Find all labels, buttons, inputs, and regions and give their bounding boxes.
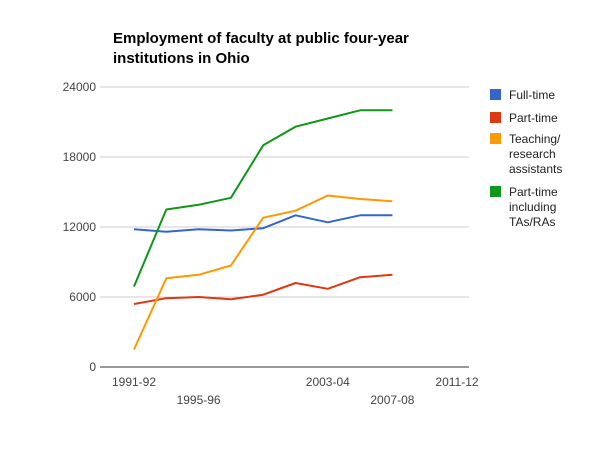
legend: Full-time Part-time Teaching/researchassis… xyxy=(490,88,562,229)
y-tick-label: 24000 xyxy=(63,80,97,94)
series-line-4 xyxy=(133,109,393,287)
chart-title-line-2: institutions in Ohio xyxy=(113,50,250,67)
legend-label-3: assistants xyxy=(509,162,562,176)
legend-label-4: including xyxy=(509,200,556,214)
series-lines xyxy=(133,109,393,350)
legend-label-3: research xyxy=(509,147,556,161)
legend-label-4: TAs/RAs xyxy=(509,215,555,229)
x-tick-label: 1991-92 xyxy=(112,375,156,389)
legend-label-1: Full-time xyxy=(509,88,555,102)
legend-swatch-2 xyxy=(490,112,501,123)
legend-swatch-4 xyxy=(490,186,501,197)
legend-label-3: Teaching/ xyxy=(509,132,561,146)
x-tick-label: 2003-04 xyxy=(306,375,350,389)
x-tick-label: 2011-12 xyxy=(435,375,478,389)
x-axis-tick-labels: 1991-92 2003-04 2011-12 1995-96 2007-08 xyxy=(112,375,479,407)
legend-swatch-3 xyxy=(490,133,501,144)
y-tick-label: 18000 xyxy=(63,150,97,164)
series-line-1 xyxy=(133,214,393,233)
chart-title-line-1: Employment of faculty at public four-yea… xyxy=(113,30,409,47)
y-tick-label: 0 xyxy=(89,360,96,374)
x-tick-label: 1995-96 xyxy=(177,393,221,407)
series-line-2 xyxy=(133,273,393,305)
legend-label-2: Part-time xyxy=(509,111,558,125)
legend-label-4: Part-time xyxy=(509,185,558,199)
gridlines xyxy=(100,86,469,298)
y-tick-label: 12000 xyxy=(63,220,97,234)
series-line-3 xyxy=(133,194,393,350)
x-tick-label: 2007-08 xyxy=(370,393,414,407)
legend-swatch-1 xyxy=(490,89,501,100)
y-tick-label: 6000 xyxy=(69,290,96,304)
y-axis-tick-labels: 0 6000 12000 18000 24000 xyxy=(63,80,97,374)
